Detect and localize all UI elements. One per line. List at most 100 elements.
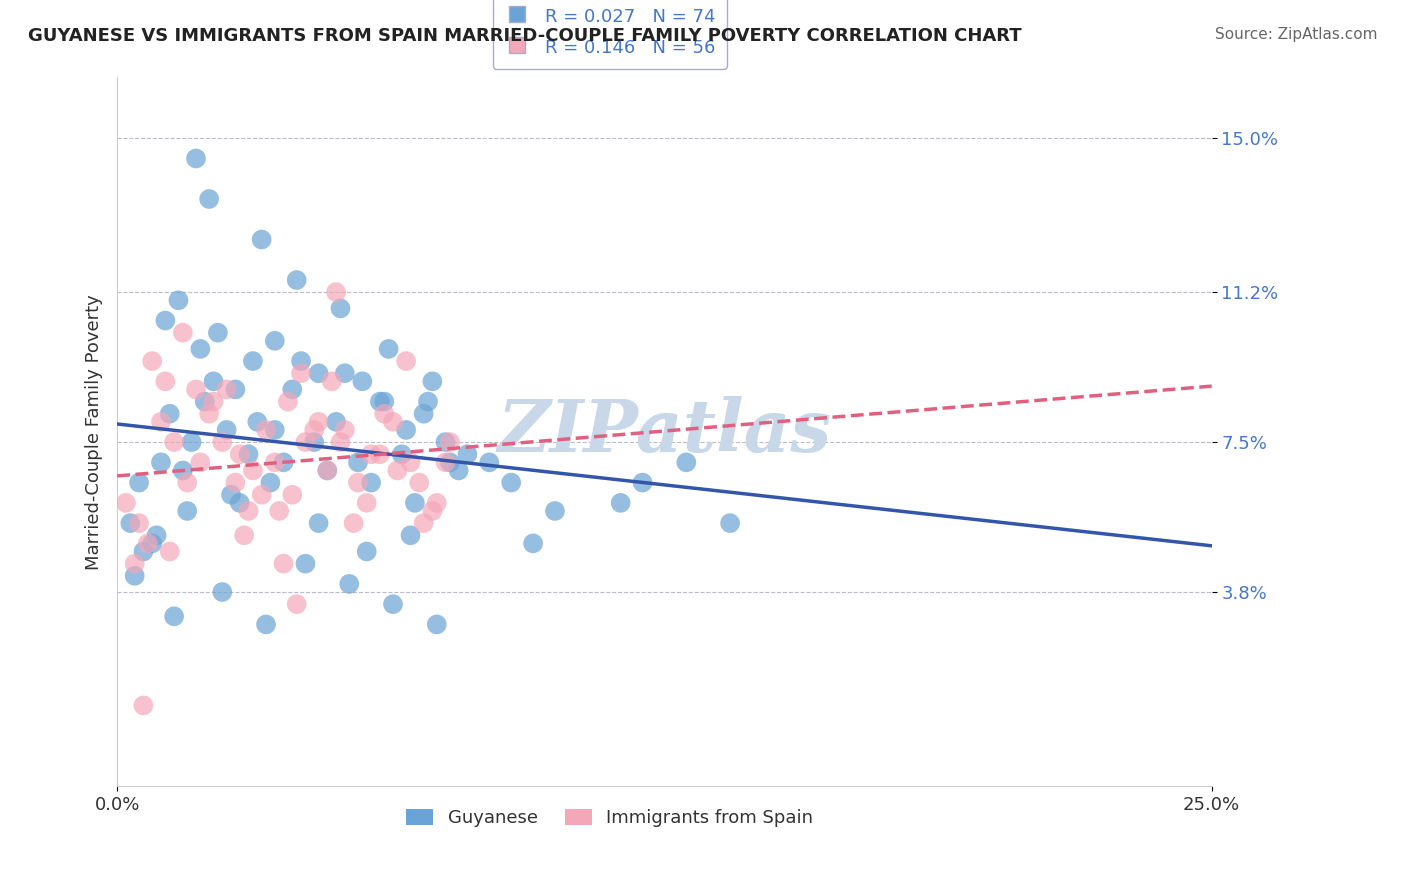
Point [675, 455, 697, 469]
Point [163, 609, 186, 624]
Point [544, 504, 567, 518]
Point [426, 496, 449, 510]
Point [408, 475, 430, 490]
Point [347, 475, 370, 490]
Point [316, 463, 339, 477]
Point [198, 407, 221, 421]
Point [399, 455, 422, 469]
Point [211, 585, 233, 599]
Point [238, 447, 260, 461]
Point [229, 447, 252, 461]
Point [302, 423, 325, 437]
Point [215, 423, 238, 437]
Point [333, 423, 356, 437]
Point [426, 617, 449, 632]
Point [360, 475, 382, 490]
Point [456, 447, 478, 461]
Point [172, 463, 194, 477]
Text: ZIPatlas: ZIPatlas [498, 396, 831, 467]
Point [316, 463, 339, 477]
Point [184, 152, 207, 166]
Point [211, 435, 233, 450]
Point [356, 496, 378, 510]
Point [242, 463, 264, 477]
Point [198, 192, 221, 206]
Point [149, 415, 172, 429]
Point [229, 496, 252, 510]
Point [115, 496, 138, 510]
Point [285, 597, 308, 611]
Point [373, 407, 395, 421]
Point [159, 407, 181, 421]
Point [290, 354, 312, 368]
Point [382, 597, 405, 611]
Point [422, 374, 444, 388]
Point [219, 488, 242, 502]
Point [302, 435, 325, 450]
Point [263, 455, 285, 469]
Point [167, 293, 190, 308]
Y-axis label: Married-Couple Family Poverty: Married-Couple Family Poverty [86, 294, 103, 570]
Point [395, 423, 418, 437]
Point [180, 435, 202, 450]
Point [124, 557, 146, 571]
Point [308, 516, 330, 530]
Point [325, 285, 347, 300]
Point [294, 557, 316, 571]
Point [172, 326, 194, 340]
Point [337, 577, 360, 591]
Point [447, 463, 470, 477]
Point [132, 544, 155, 558]
Point [155, 374, 177, 388]
Point [254, 617, 277, 632]
Point [250, 233, 273, 247]
Point [439, 435, 461, 450]
Point [254, 423, 277, 437]
Point [308, 415, 330, 429]
Point [294, 435, 316, 450]
Point [321, 374, 343, 388]
Point [395, 354, 418, 368]
Point [478, 455, 501, 469]
Point [176, 504, 198, 518]
Point [128, 475, 150, 490]
Point [333, 366, 356, 380]
Point [412, 407, 434, 421]
Text: Source: ZipAtlas.com: Source: ZipAtlas.com [1215, 27, 1378, 42]
Point [141, 536, 163, 550]
Point [263, 423, 285, 437]
Point [325, 415, 347, 429]
Point [250, 488, 273, 502]
Point [356, 544, 378, 558]
Point [404, 496, 426, 510]
Legend: Guyanese, Immigrants from Spain: Guyanese, Immigrants from Spain [399, 802, 821, 834]
Point [329, 301, 352, 316]
Point [399, 528, 422, 542]
Point [391, 447, 413, 461]
Point [308, 366, 330, 380]
Point [238, 504, 260, 518]
Point [329, 435, 352, 450]
Point [159, 544, 181, 558]
Point [190, 342, 212, 356]
Point [434, 435, 457, 450]
Point [387, 463, 409, 477]
Point [163, 435, 186, 450]
Point [259, 475, 281, 490]
Point [132, 698, 155, 713]
Point [368, 394, 391, 409]
Point [233, 528, 256, 542]
Point [155, 313, 177, 327]
Point [718, 516, 741, 530]
Point [194, 394, 217, 409]
Point [360, 447, 382, 461]
Point [368, 447, 391, 461]
Point [120, 516, 142, 530]
Point [377, 342, 399, 356]
Point [412, 516, 434, 530]
Point [522, 536, 544, 550]
Point [149, 455, 172, 469]
Point [382, 415, 405, 429]
Point [269, 504, 291, 518]
Point [434, 455, 457, 469]
